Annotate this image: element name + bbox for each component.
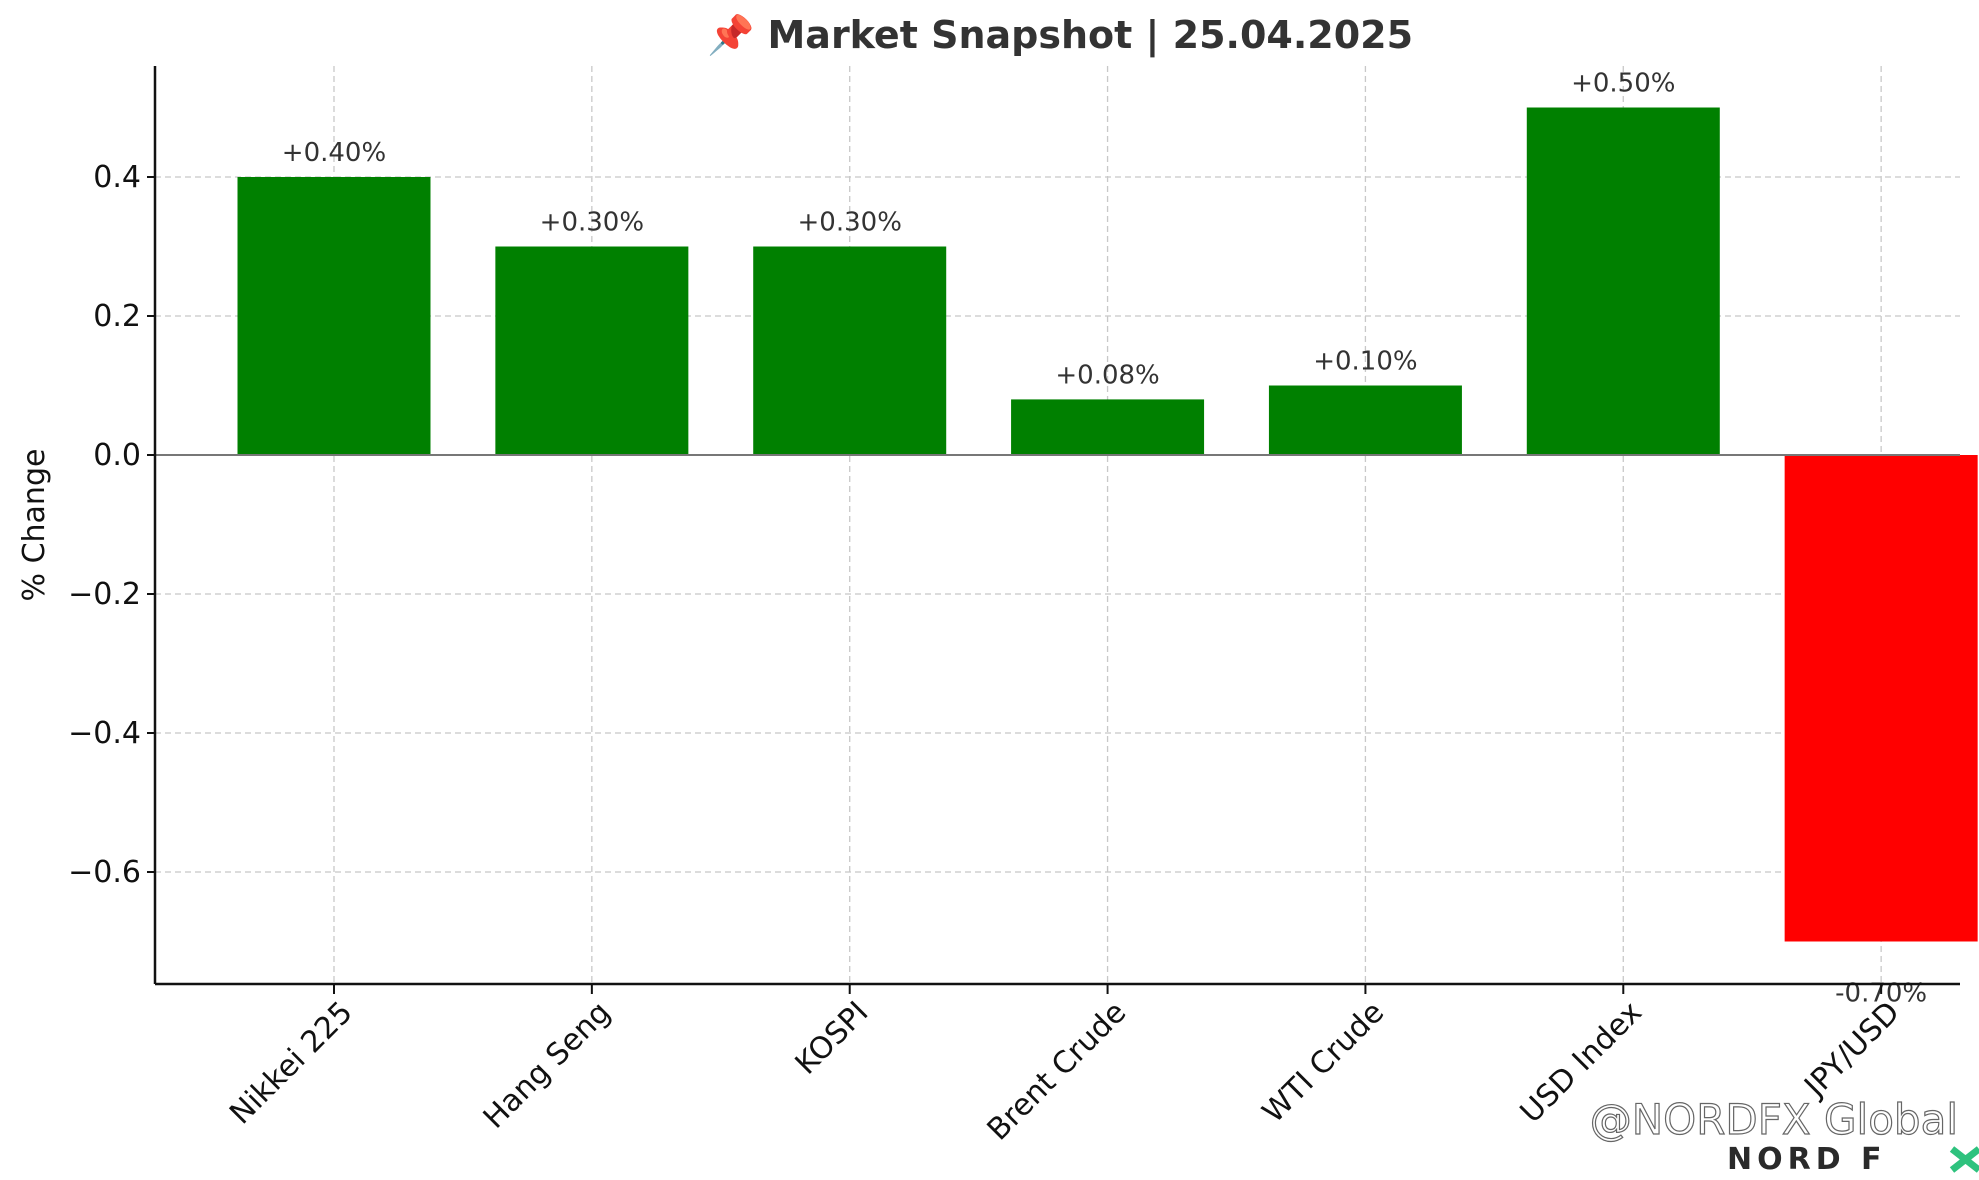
y-tick-label: 0.0: [93, 438, 141, 473]
y-tick-label: −0.6: [68, 855, 141, 890]
nordfx-logo-text: NORD F: [1727, 1142, 1887, 1177]
bar: [1784, 455, 1978, 942]
x-tick-label: JPY/USD: [1797, 995, 1907, 1105]
bar-data-label: +0.50%: [1571, 69, 1675, 99]
x-tick-label: Hang Seng: [477, 995, 618, 1136]
x-tick-label: WTI Crude: [1256, 995, 1391, 1130]
nordfx-logo: NORD F: [1727, 1142, 1979, 1177]
bar: [1526, 107, 1720, 455]
watermark-handle: @NORDFX Global: [1590, 1095, 1958, 1144]
x-tick-label: KOSPI: [789, 995, 876, 1082]
y-axis-label: % Change: [17, 449, 52, 602]
logo-x-mark-icon: [1949, 1146, 1979, 1173]
bar: [495, 246, 689, 455]
y-tick-label: 0.4: [93, 160, 141, 195]
bar-data-label: +0.30%: [540, 208, 644, 238]
y-tick-label: −0.4: [68, 716, 141, 751]
bar: [237, 177, 431, 455]
x-tick-label: Nikkei 225: [223, 995, 360, 1132]
y-tick-label: −0.2: [68, 577, 141, 612]
bar: [1268, 385, 1462, 455]
bar-data-label: +0.30%: [798, 208, 902, 238]
y-tick-label: 0.2: [93, 299, 141, 334]
bar-data-label: +0.08%: [1055, 360, 1159, 390]
bar-data-label: +0.10%: [1313, 347, 1417, 377]
bars: +0.40%+0.30% +0.30%+0.08% +0.10%+0.50%-0.7…: [237, 69, 1978, 1009]
x-tick-label: Brent Crude: [981, 995, 1134, 1148]
bar: [753, 246, 947, 455]
watermark: @NORDFX Global NORD F: [1589, 1094, 1979, 1177]
bar-data-label: +0.40%: [282, 138, 386, 168]
bar: [1011, 399, 1205, 455]
chart-title: 📌 Market Snapshot | 25.04.2025: [707, 12, 1413, 58]
